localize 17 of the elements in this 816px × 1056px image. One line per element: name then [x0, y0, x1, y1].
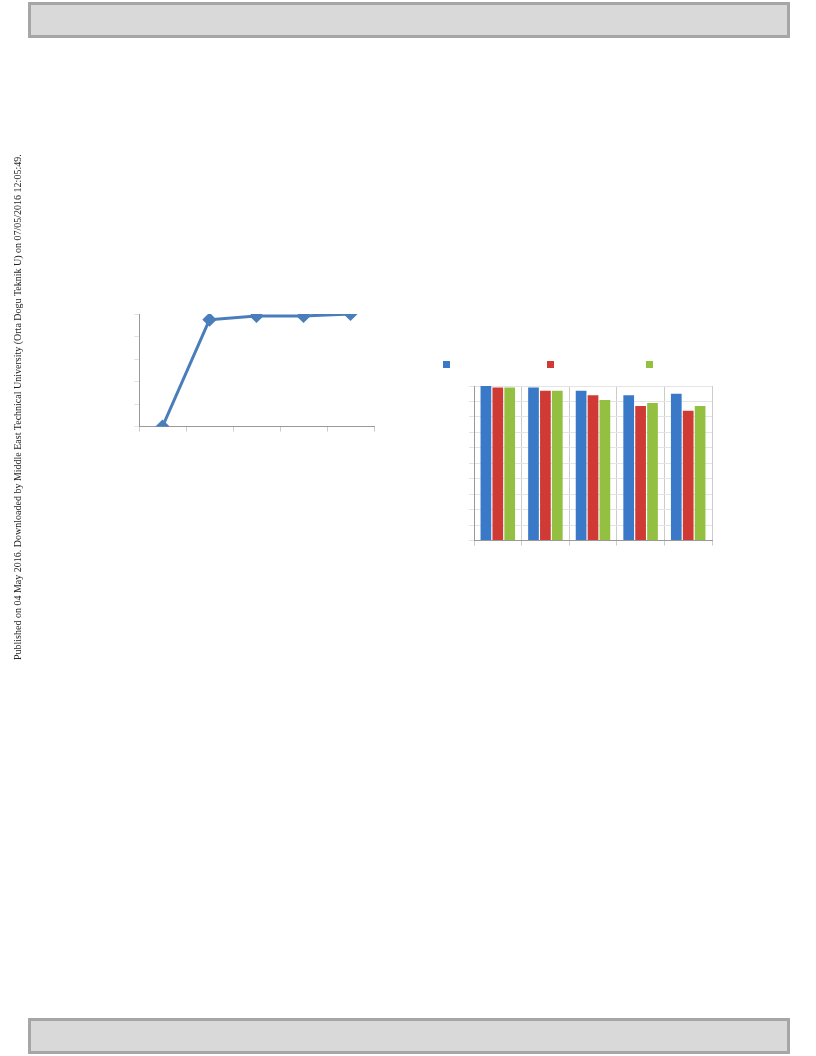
bar [587, 395, 599, 541]
bar [599, 399, 611, 541]
text: Published on 04 May 2016. Downloaded by Middle East Technical University (Orta Dogu Teknik U) on 07/05/2016 12:05:49. [12, 154, 23, 660]
bar [551, 390, 563, 541]
point [203, 314, 216, 327]
bar [492, 387, 504, 541]
bar [504, 387, 516, 541]
bar [682, 410, 694, 541]
bar [670, 393, 682, 541]
bar [623, 395, 635, 541]
bar [647, 403, 658, 541]
bar [540, 390, 551, 541]
bar [575, 390, 587, 541]
bar [635, 406, 646, 541]
bar [694, 406, 706, 541]
bar [480, 386, 492, 541]
bar [528, 387, 539, 541]
